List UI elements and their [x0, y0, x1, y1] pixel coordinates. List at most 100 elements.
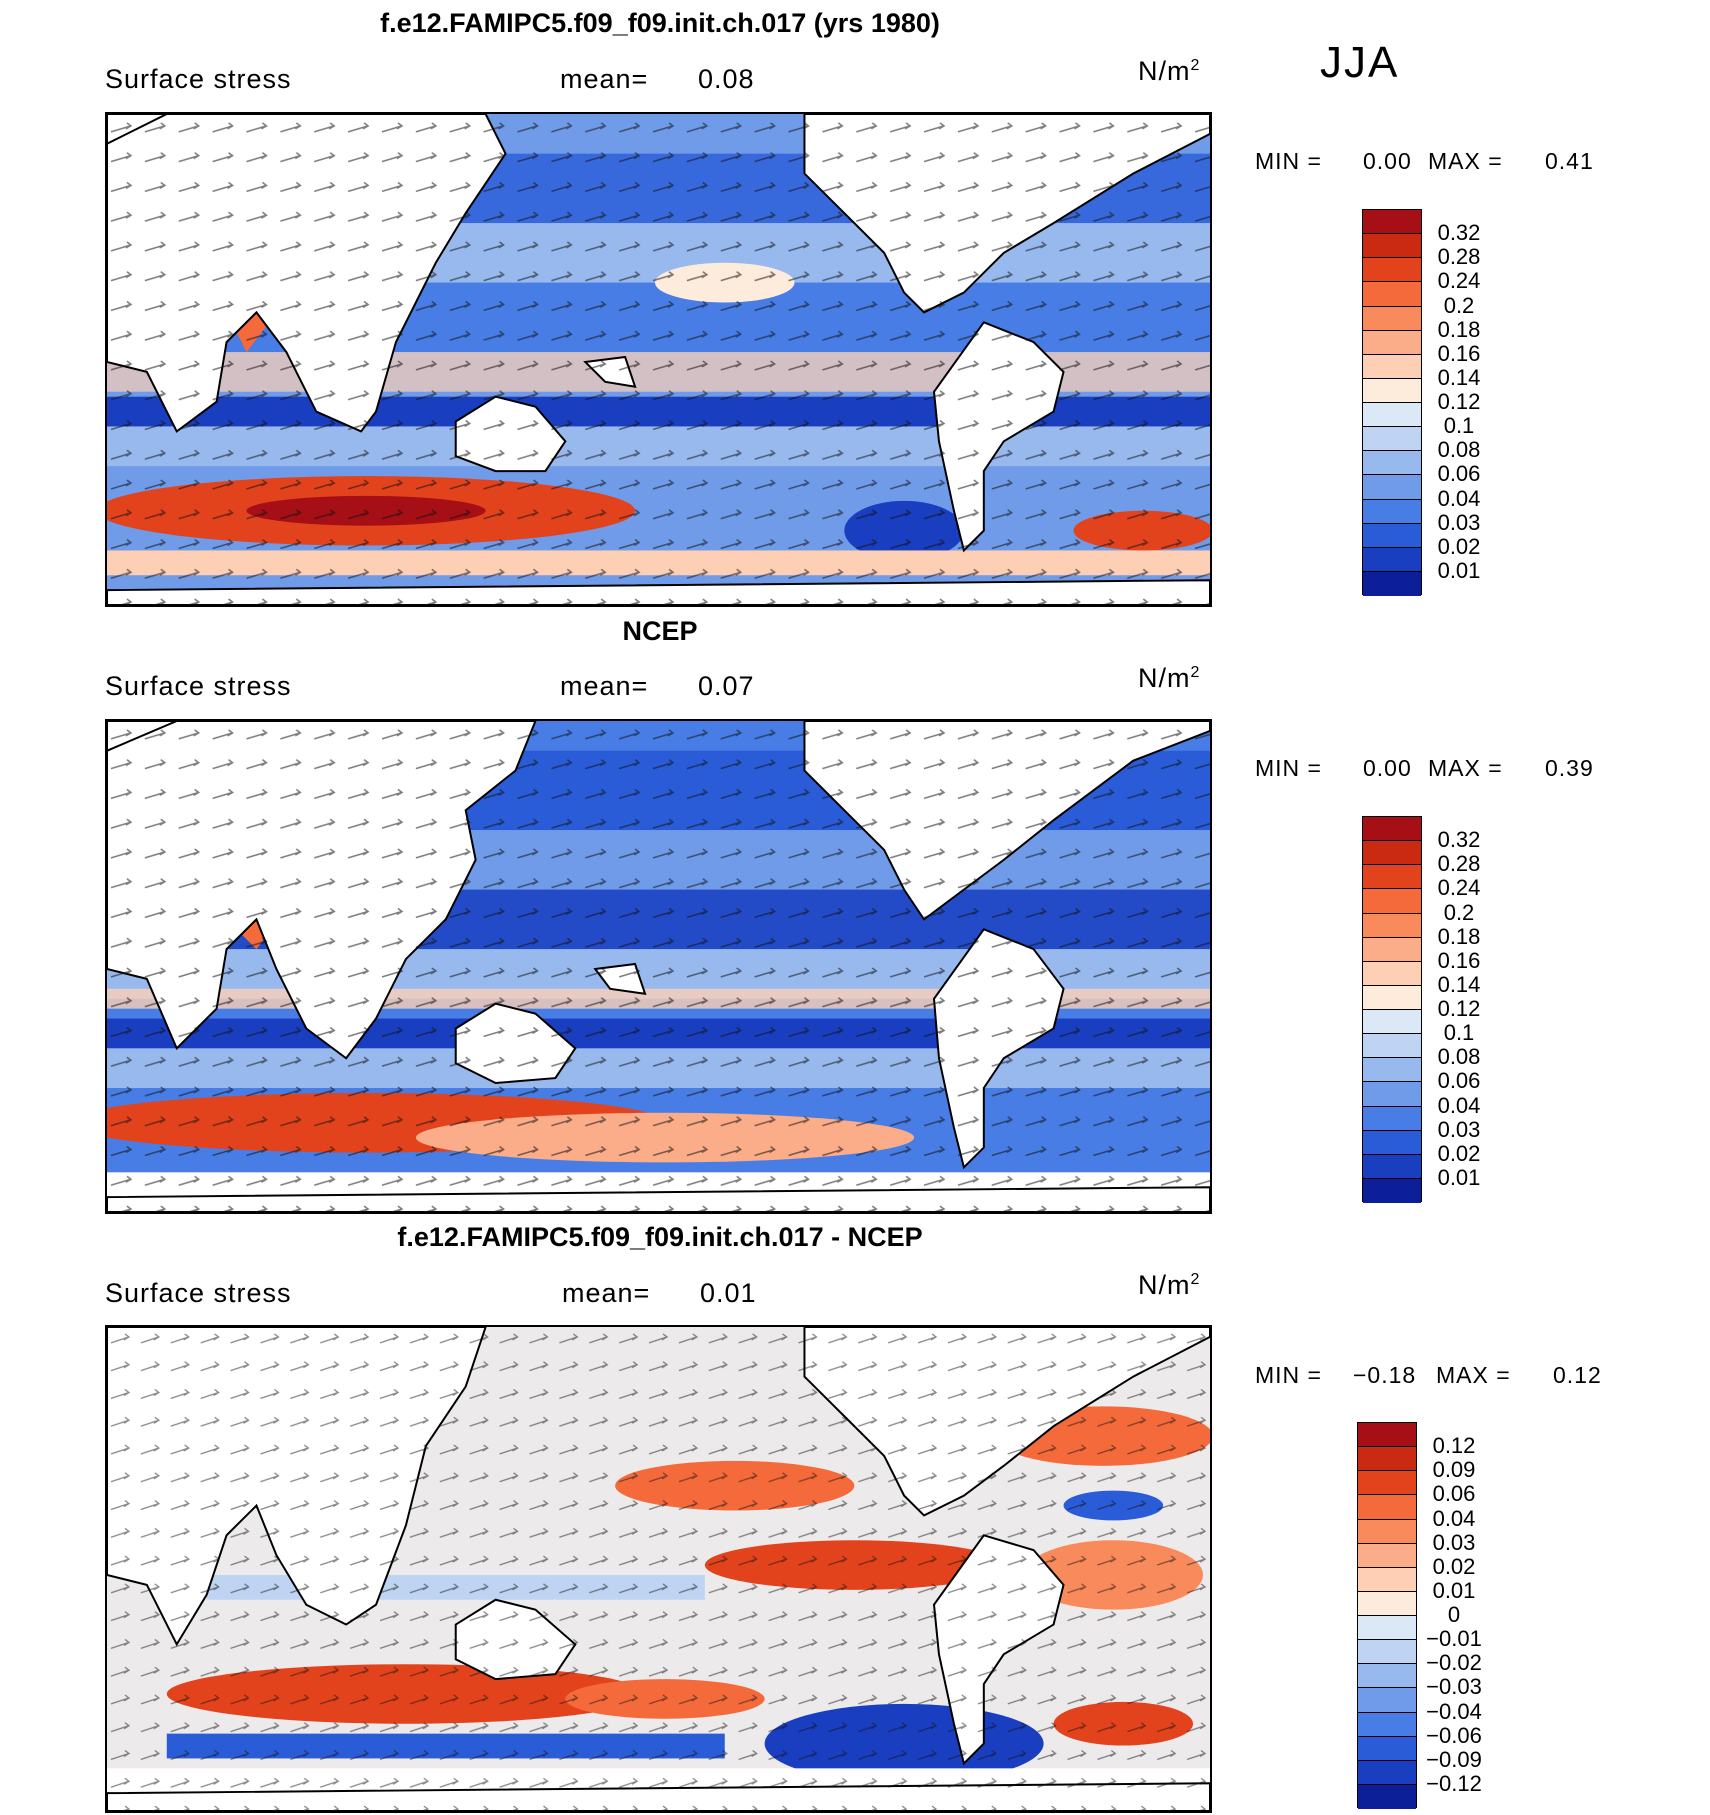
- colorbar-swatch: [1363, 306, 1421, 331]
- panel-1-map: [105, 112, 1212, 607]
- colorbar-swatch: [1363, 234, 1421, 259]
- colorbar-swatch: [1358, 1664, 1416, 1689]
- panel-1-field-label: Surface stress: [105, 64, 292, 94]
- season-label: JJA: [1320, 38, 1400, 87]
- colorbar-swatch: [1358, 1736, 1416, 1761]
- colorbar-swatch: [1363, 210, 1421, 235]
- colorbar-tick-label: 0.28: [1437, 851, 1481, 877]
- colorbar-swatch: [1358, 1640, 1416, 1665]
- colorbar-tick-label: 0.1: [1443, 1020, 1475, 1046]
- panel-2-mean-label: mean=: [560, 671, 649, 701]
- colorbar-swatch: [1358, 1423, 1416, 1448]
- colorbar-swatch: [1363, 499, 1421, 524]
- colorbar-swatch: [1363, 354, 1421, 379]
- colorbar-swatch: [1358, 1760, 1416, 1785]
- panel-2-units: N/m2: [1138, 663, 1201, 693]
- colorbar-swatch: [1363, 1130, 1421, 1155]
- colorbar-swatch: [1363, 817, 1421, 842]
- panel-1-stress-vectors: [107, 114, 1210, 605]
- colorbar-swatch: [1363, 451, 1421, 476]
- colorbar-swatch: [1363, 1058, 1421, 1083]
- panel-3-stress-vectors: [107, 1327, 1210, 1811]
- colorbar-swatch: [1358, 1495, 1416, 1520]
- colorbar-swatch: [1363, 1178, 1421, 1203]
- panel-3-map-svg: [107, 1327, 1210, 1811]
- colorbar-tick-label: 0.02: [1437, 533, 1481, 559]
- colorbar-swatch: [1363, 547, 1421, 572]
- panel-1-units: N/m2: [1138, 56, 1201, 86]
- colorbar-swatch: [1363, 937, 1421, 962]
- panel-3-map: [105, 1325, 1212, 1813]
- panel-3-max-label: MAX =: [1436, 1362, 1511, 1388]
- colorbar-tick-label: −0.09: [1426, 1746, 1482, 1772]
- colorbar-swatch: [1358, 1712, 1416, 1737]
- colorbar-tick-label: 0.06: [1437, 1068, 1481, 1094]
- panel-2-stress-vectors: [107, 721, 1210, 1212]
- colorbar-swatch: [1363, 1034, 1421, 1059]
- colorbar-tick-label: 0.02: [1437, 1140, 1481, 1166]
- panel-1-colorbar: [1362, 209, 1422, 596]
- colorbar-tick-label: 0.06: [1437, 461, 1481, 487]
- panel-3-max-value: 0.12: [1553, 1362, 1602, 1388]
- colorbar-swatch: [1363, 985, 1421, 1010]
- colorbar-tick-label: 0.16: [1437, 947, 1481, 973]
- colorbar-swatch: [1363, 865, 1421, 890]
- colorbar-tick-label: 0.03: [1432, 1529, 1476, 1555]
- panel-2-max-label: MAX =: [1428, 755, 1503, 781]
- colorbar-tick-label: 0.16: [1437, 340, 1481, 366]
- colorbar-swatch: [1363, 1010, 1421, 1035]
- panel-2-title: NCEP: [622, 616, 698, 646]
- colorbar-swatch: [1363, 258, 1421, 283]
- colorbar-tick-label: 0.28: [1437, 244, 1481, 270]
- panel-1-mean-value: 0.08: [698, 64, 755, 94]
- panel-1-map-svg: [107, 114, 1210, 605]
- colorbar-swatch: [1363, 961, 1421, 986]
- colorbar-swatch: [1358, 1616, 1416, 1641]
- colorbar-swatch: [1358, 1543, 1416, 1568]
- colorbar-tick-label: 0: [1447, 1602, 1461, 1627]
- colorbar-tick-label: 0.32: [1437, 220, 1481, 246]
- colorbar-tick-label: 0.2: [1443, 292, 1475, 318]
- panel-2-map-svg: [107, 721, 1210, 1212]
- colorbar-tick-label: 0.08: [1437, 437, 1481, 463]
- colorbar-tick-label: 0.02: [1432, 1553, 1476, 1579]
- colorbar-tick-label: 0.01: [1437, 557, 1481, 583]
- colorbar-tick-label: 0.04: [1432, 1505, 1476, 1531]
- panel-2-mean-value: 0.07: [698, 671, 755, 701]
- panel-3-mean-label: mean=: [562, 1278, 651, 1308]
- colorbar-swatch: [1358, 1591, 1416, 1616]
- colorbar-tick-label: 0.12: [1437, 389, 1481, 414]
- colorbar-tick-label: 0.24: [1437, 268, 1481, 294]
- panel-3-min-label: MIN =: [1255, 1362, 1322, 1388]
- colorbar-tick-label: 0.18: [1437, 316, 1481, 342]
- colorbar-tick-label: 0.04: [1437, 485, 1481, 511]
- colorbar-tick-label: −0.01: [1426, 1626, 1482, 1652]
- colorbar-swatch: [1363, 913, 1421, 938]
- colorbar-tick-label: −0.04: [1426, 1698, 1482, 1724]
- colorbar-swatch: [1363, 378, 1421, 403]
- panel-3-colorbar: [1357, 1422, 1417, 1809]
- colorbar-tick-label: −0.03: [1426, 1674, 1482, 1700]
- colorbar-swatch: [1363, 403, 1421, 428]
- colorbar-tick-label: 0.18: [1437, 923, 1481, 949]
- colorbar-tick-label: 0.1: [1443, 413, 1475, 439]
- panel-2-map: [105, 719, 1212, 1214]
- colorbar-swatch: [1363, 427, 1421, 452]
- colorbar-swatch: [1363, 282, 1421, 307]
- colorbar-swatch: [1363, 475, 1421, 500]
- panel-1-min-label: MIN =: [1255, 148, 1322, 174]
- colorbar-swatch: [1363, 889, 1421, 914]
- colorbar-swatch: [1363, 1106, 1421, 1131]
- colorbar-swatch: [1358, 1688, 1416, 1713]
- colorbar-tick-label: 0.14: [1437, 364, 1481, 390]
- panel-3-field-label: Surface stress: [105, 1278, 292, 1308]
- colorbar-tick-label: 0.08: [1437, 1044, 1481, 1070]
- colorbar-swatch: [1358, 1447, 1416, 1472]
- panel-1-min-value: 0.00: [1363, 148, 1412, 174]
- panel-1-mean-label: mean=: [560, 64, 649, 94]
- colorbar-swatch: [1358, 1784, 1416, 1809]
- colorbar-swatch: [1363, 841, 1421, 866]
- panel-3-units: N/m2: [1138, 1270, 1201, 1300]
- colorbar-tick-label: 0.24: [1437, 875, 1481, 901]
- colorbar-swatch: [1358, 1567, 1416, 1592]
